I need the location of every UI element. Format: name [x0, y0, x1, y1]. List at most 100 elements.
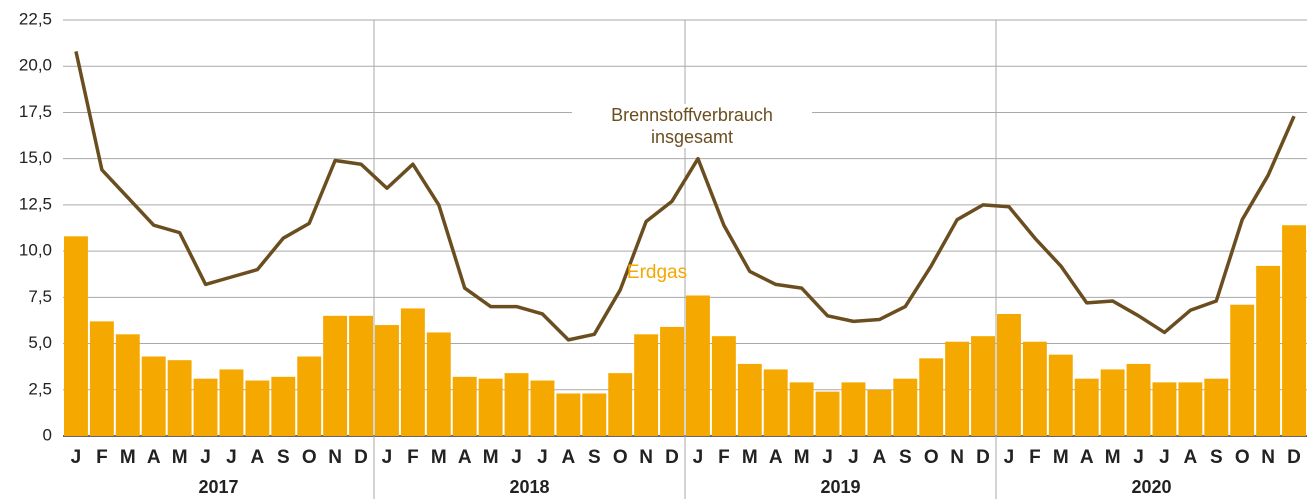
y-tick-label: 22,5: [19, 9, 52, 28]
bar: [1230, 304, 1255, 436]
bar: [323, 315, 348, 436]
bar: [1126, 363, 1151, 436]
bar: [945, 341, 970, 436]
x-tick-label: D: [976, 447, 990, 468]
bar: [634, 334, 659, 436]
x-tick-label: D: [1287, 447, 1301, 468]
bar: [375, 325, 399, 436]
x-tick-label: O: [1235, 447, 1250, 468]
bar: [867, 389, 892, 436]
bar: [841, 382, 866, 436]
bar: [452, 376, 477, 436]
x-tick-label: J: [226, 447, 237, 468]
x-tick-label: A: [562, 447, 576, 468]
bar: [271, 376, 296, 436]
bar: [1282, 225, 1306, 436]
bar: [1178, 382, 1203, 436]
bar: [64, 236, 88, 436]
y-tick-label: 12,5: [19, 194, 52, 213]
y-tick-label: 5,0: [28, 333, 52, 352]
x-tick-label: M: [794, 447, 810, 468]
bar: [737, 363, 762, 436]
bar: [426, 332, 451, 436]
bar: [919, 358, 944, 436]
bar: [167, 360, 192, 436]
bar: [504, 373, 529, 436]
x-tick-label: M: [172, 447, 188, 468]
x-tick-label: N: [950, 447, 964, 468]
x-tick-label: N: [328, 447, 342, 468]
x-tick-label: J: [71, 447, 82, 468]
y-tick-label: 2,5: [28, 379, 52, 398]
x-tick-label: F: [1029, 447, 1041, 468]
x-tick-label: J: [1133, 447, 1144, 468]
x-tick-label: D: [354, 447, 368, 468]
y-tick-label: 15,0: [19, 148, 52, 167]
bar: [400, 308, 425, 436]
y-tick-label: 7,5: [28, 287, 52, 306]
bar: [89, 321, 114, 436]
bar: [815, 391, 840, 436]
x-tick-label: O: [302, 447, 317, 468]
x-tick-label: M: [120, 447, 136, 468]
x-tick-label: J: [537, 447, 548, 468]
bar: [1022, 341, 1047, 436]
bar: [297, 356, 322, 436]
x-tick-label: J: [511, 447, 522, 468]
x-tick-label: S: [1210, 447, 1223, 468]
x-tick-label: S: [277, 447, 290, 468]
y-tick-label: 10,0: [19, 241, 52, 260]
x-tick-label: F: [407, 447, 419, 468]
bar: [1048, 354, 1073, 436]
bar: [1100, 369, 1125, 436]
x-tick-label: J: [200, 447, 211, 468]
bar: [530, 380, 555, 436]
x-tick-label: J: [382, 447, 393, 468]
year-label: 2018: [509, 477, 549, 497]
bar-label: Erdgas: [626, 262, 688, 283]
year-label: 2017: [198, 477, 238, 497]
x-tick-label: J: [1159, 447, 1170, 468]
x-tick-label: M: [1053, 447, 1069, 468]
x-tick-label: F: [96, 447, 108, 468]
bar: [115, 334, 140, 436]
bar: [582, 393, 607, 436]
bar: [660, 326, 684, 436]
x-tick-label: D: [665, 447, 679, 468]
x-tick-label: A: [251, 447, 265, 468]
bar: [219, 369, 244, 436]
bar: [1204, 378, 1229, 436]
bar: [1256, 265, 1281, 436]
bar: [141, 356, 166, 436]
x-tick-label: N: [639, 447, 653, 468]
x-tick-label: A: [873, 447, 887, 468]
x-tick-label: M: [1105, 447, 1121, 468]
x-tick-label: M: [431, 447, 447, 468]
bar: [608, 373, 633, 436]
line-label: Brennstoffverbrauch insgesamt: [572, 104, 812, 148]
x-tick-label: J: [822, 447, 833, 468]
x-tick-label: A: [1184, 447, 1198, 468]
x-tick-label: F: [718, 447, 730, 468]
x-tick-label: A: [458, 447, 472, 468]
year-label: 2019: [820, 477, 860, 497]
bar: [893, 378, 918, 436]
x-tick-label: J: [693, 447, 704, 468]
bar: [349, 315, 373, 436]
bar: [556, 393, 581, 436]
y-tick-label: 17,5: [19, 102, 52, 121]
x-tick-label: S: [588, 447, 601, 468]
x-tick-label: O: [924, 447, 939, 468]
bar: [193, 378, 218, 436]
x-tick-label: S: [899, 447, 912, 468]
x-tick-label: M: [742, 447, 758, 468]
x-tick-label: J: [848, 447, 859, 468]
bar: [997, 313, 1021, 436]
x-tick-label: A: [1080, 447, 1094, 468]
x-tick-label: A: [769, 447, 783, 468]
bar: [789, 382, 814, 436]
y-tick-label: 20,0: [19, 56, 52, 75]
bar: [478, 378, 503, 436]
bar: [686, 295, 710, 436]
